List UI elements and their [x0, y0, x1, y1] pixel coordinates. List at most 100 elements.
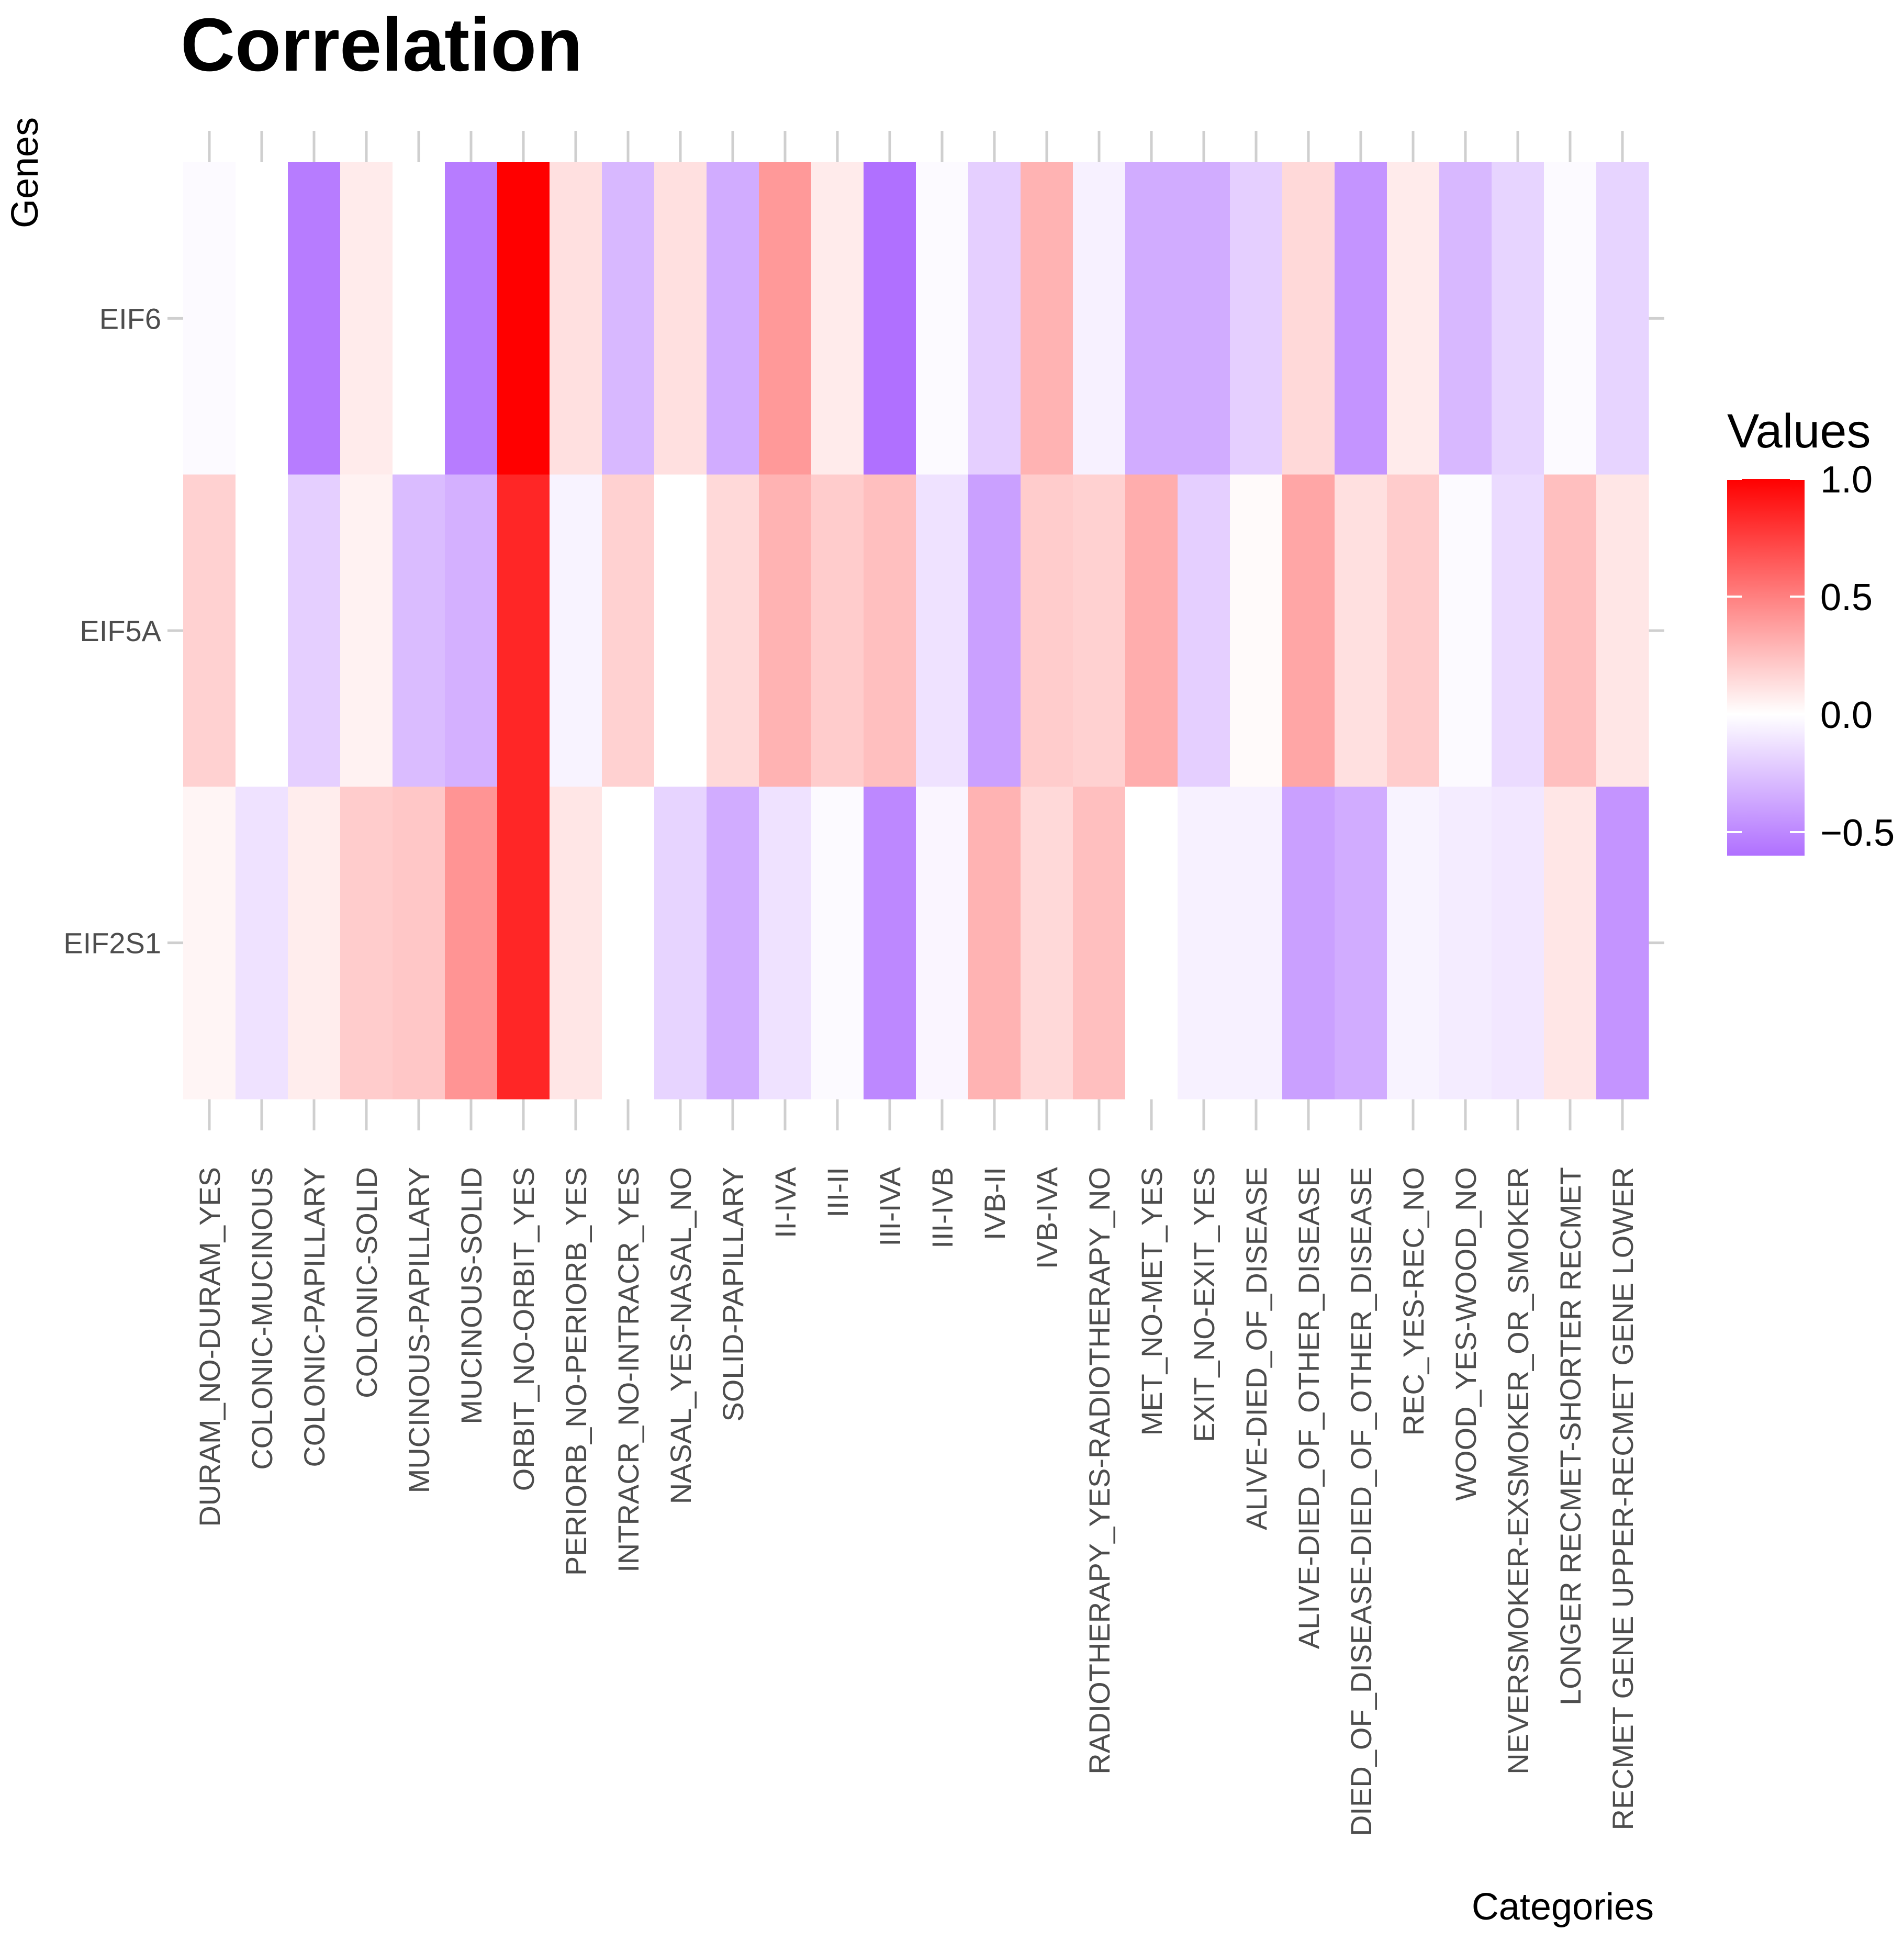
heatmap-cell	[602, 474, 655, 787]
x-tick-label: III-II	[821, 1167, 854, 1217]
heatmap-cell	[864, 787, 916, 1099]
heatmap-cell	[1439, 787, 1492, 1099]
legend-ticks: 1.0 0.5 0.0 −0.5	[1727, 459, 1895, 854]
heatmap-cell	[654, 474, 707, 787]
x-tick-label: WOOD_YES-WOOD_NO	[1449, 1167, 1482, 1501]
heatmap-cell	[1073, 162, 1126, 475]
heatmap-cell	[236, 474, 288, 787]
heatmap-cell	[393, 787, 445, 1099]
x-tick-label: III-IVA	[873, 1166, 906, 1246]
legend-tick-label: −0.5	[1820, 812, 1895, 854]
heatmap-cell	[1178, 162, 1230, 475]
heatmap-cell	[1335, 787, 1387, 1099]
x-tick-label: COLONIC-PAPILLARY	[298, 1167, 331, 1467]
heatmap-cell	[1387, 474, 1440, 787]
heatmap-cell	[968, 787, 1021, 1099]
x-tick-label: NEVERSMOKER-EXSMOKER_OR_SMOKER	[1502, 1167, 1535, 1775]
heatmap-cell	[1387, 162, 1440, 475]
heatmap-cell	[759, 162, 812, 475]
heatmap-cell	[602, 787, 655, 1099]
x-tick-label: INTRACR_NO-INTRACR_YES	[612, 1167, 645, 1573]
x-tick-label: DURAM_NO-DURAM_YES	[193, 1167, 226, 1527]
heatmap-cell	[445, 162, 498, 475]
x-tick-label: IVB-II	[978, 1167, 1011, 1240]
heatmap-cell	[497, 474, 550, 787]
x-tick-label: II-IVA	[769, 1166, 802, 1238]
x-tick-label: IVB-IVA	[1031, 1166, 1063, 1269]
heatmap-cell	[811, 787, 864, 1099]
heatmap-cell	[1335, 162, 1387, 475]
x-tick-label: ALIVE-DIED_OF_OTHER_DISEASE	[1292, 1167, 1325, 1649]
heatmap-cell	[1544, 474, 1597, 787]
legend-tick-label: 1.0	[1820, 459, 1873, 501]
heatmap-cell	[1125, 787, 1178, 1099]
legend-title: Values	[1727, 405, 1871, 458]
x-tick-label: NASAL_YES-NASAL_NO	[664, 1167, 697, 1504]
legend-tick-label: 0.0	[1820, 694, 1873, 736]
color-legend: Values 1.0 0.5 0.0 −0.5	[1727, 405, 1895, 856]
x-tick-label: REC_YES-REC_NO	[1397, 1167, 1430, 1435]
x-tick-labels: DURAM_NO-DURAM_YES COLONIC-MUCINOUS COLONI…	[193, 1166, 1639, 1836]
legend-color-bar	[1727, 479, 1805, 856]
x-tick-label: PERIORB_NO-PERIORB_YES	[559, 1167, 592, 1576]
heatmap-cell	[236, 162, 288, 475]
heatmap-cell	[916, 162, 969, 475]
x-tick-label: COLONIC-SOLID	[350, 1167, 383, 1398]
heatmap-cell	[393, 474, 445, 787]
y-tick-label: EIF5A	[80, 614, 161, 647]
heatmap-cell	[811, 162, 864, 475]
x-axis-title: Categories	[1472, 1886, 1654, 1928]
heatmap-cell	[654, 162, 707, 475]
heatmap-cell	[1596, 162, 1649, 475]
heatmap-cell	[916, 787, 969, 1099]
heatmap-cell	[1282, 162, 1335, 475]
heatmap-cell	[759, 787, 812, 1099]
heatmap-cell	[602, 162, 655, 475]
heatmap-cell	[1492, 162, 1544, 475]
heatmap-cell	[445, 787, 498, 1099]
heatmap-cell	[916, 474, 969, 787]
heatmap-cell	[864, 474, 916, 787]
heatmap-cell	[1073, 474, 1126, 787]
heatmap-cell	[1178, 787, 1230, 1099]
legend-tick-label: 0.5	[1820, 577, 1873, 619]
heatmap-cell	[1021, 787, 1073, 1099]
heatmap-cell	[1282, 787, 1335, 1099]
heatmap-cell	[968, 474, 1021, 787]
heatmap-cells	[183, 162, 1649, 1099]
heatmap-cell	[1125, 474, 1178, 787]
heatmap-cell	[550, 162, 602, 475]
heatmap-cell	[550, 787, 602, 1099]
heatmap-cell	[288, 162, 341, 475]
heatmap-cell	[183, 162, 236, 475]
heatmap-cell	[1596, 474, 1649, 787]
heatmap-cell	[1387, 787, 1440, 1099]
heatmap-cell	[550, 474, 602, 787]
heatmap-cell	[288, 787, 341, 1099]
heatmap-cell	[1439, 474, 1492, 787]
y-tick-label: EIF6	[99, 302, 161, 335]
heatmap-cell	[393, 162, 445, 475]
x-tick-label: MET_NO-MET_YES	[1135, 1167, 1168, 1435]
heatmap-cell	[236, 787, 288, 1099]
heatmap-cell	[1230, 787, 1283, 1099]
heatmap-cell	[497, 787, 550, 1099]
heatmap-cell	[1021, 474, 1073, 787]
heatmap-cell	[864, 162, 916, 475]
heatmap-cell	[1125, 162, 1178, 475]
x-tick-label: RECMET GENE UPPER-RECMET GENE LOWER	[1606, 1167, 1639, 1830]
x-tick-label: SOLID-PAPILLARY	[716, 1167, 749, 1422]
heatmap-cell	[1544, 162, 1597, 475]
heatmap-cell	[654, 787, 707, 1099]
x-tick-label: LONGER RECMET-SHORTER RECMET	[1554, 1167, 1587, 1706]
x-tick-label: ORBIT_NO-ORBIT_YES	[507, 1167, 540, 1491]
heatmap-cell	[340, 474, 393, 787]
heatmap-cell	[1596, 787, 1649, 1099]
heatmap-cell	[1230, 474, 1283, 787]
heatmap-cell	[445, 474, 498, 787]
heatmap-cell	[759, 474, 812, 787]
heatmap-cell	[497, 162, 550, 475]
heatmap-cell	[1073, 787, 1126, 1099]
y-tick-label: EIF2S1	[63, 927, 161, 960]
heatmap-cell	[707, 162, 759, 475]
